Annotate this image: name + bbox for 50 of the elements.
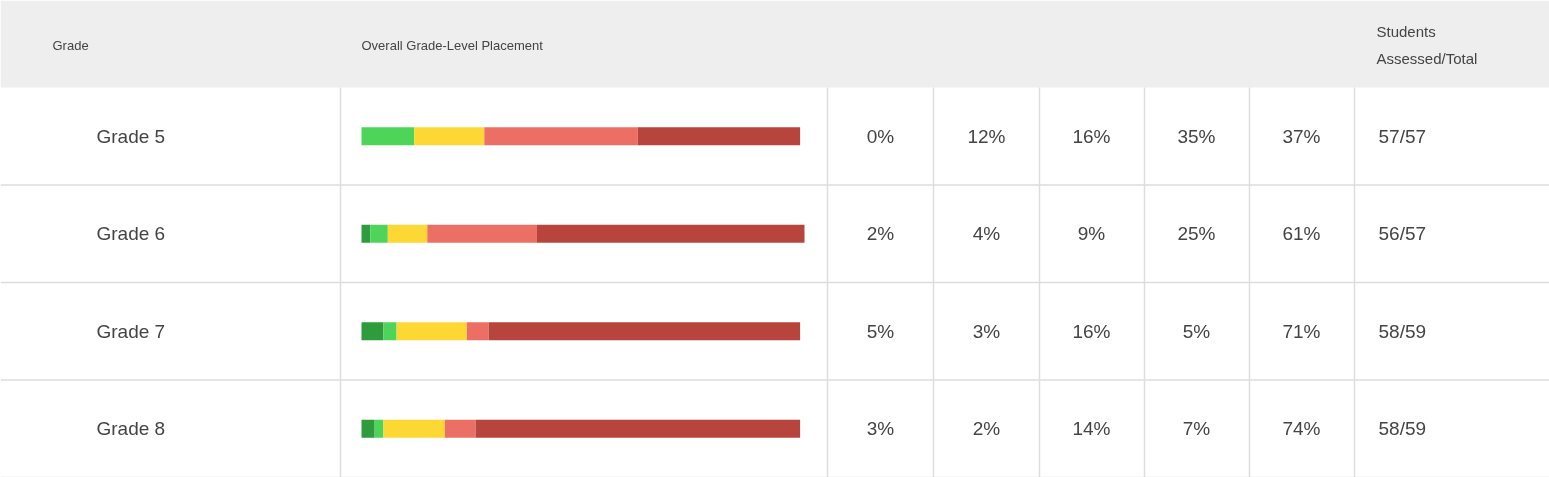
y-tick-label: Grade 8	[96, 418, 166, 440]
data-label: 0%	[866, 125, 895, 147]
data-label: 4%	[972, 223, 1001, 245]
bar	[374, 419, 384, 438]
bar	[466, 322, 489, 341]
data-label: 16%	[1072, 125, 1111, 147]
data-label: 25%	[1177, 223, 1216, 245]
y-axis-title: Grade	[52, 38, 89, 53]
y-tick-label: Grade 7	[96, 320, 166, 342]
bar	[484, 127, 638, 146]
text: 58/59	[1378, 320, 1427, 342]
y-tick-label: Grade 6	[96, 223, 166, 245]
data-label: 74%	[1282, 418, 1321, 440]
bar	[361, 322, 384, 341]
bar	[427, 224, 537, 243]
data-label: 9%	[1077, 223, 1106, 245]
bar	[361, 419, 375, 438]
bar	[488, 322, 801, 341]
data-label: 37%	[1282, 125, 1321, 147]
data-label: 3%	[972, 320, 1001, 342]
text: Students Assessed/Total	[1376, 23, 1478, 67]
bar	[637, 127, 801, 146]
text: 57/57	[1378, 125, 1427, 147]
bar	[383, 419, 445, 438]
bar	[361, 127, 415, 146]
bar	[396, 322, 467, 341]
data-label: 61%	[1282, 223, 1321, 245]
data-label: 12%	[967, 125, 1006, 147]
data-label: 2%	[972, 418, 1001, 440]
x-axis-title: Overall Grade-Level Placement	[361, 38, 544, 53]
data-label: 71%	[1282, 320, 1321, 342]
data-label: 14%	[1072, 418, 1111, 440]
bar	[444, 419, 476, 438]
data-label: 2%	[866, 223, 895, 245]
data-label: 3%	[866, 418, 895, 440]
data-label: 35%	[1177, 125, 1216, 147]
bar	[475, 419, 801, 438]
bar	[414, 127, 485, 146]
bar	[370, 224, 388, 243]
data-label: 16%	[1072, 320, 1111, 342]
text: 56/57	[1378, 223, 1427, 245]
data-label: 7%	[1182, 418, 1211, 440]
bar	[387, 224, 428, 243]
bar	[383, 322, 397, 341]
bar	[536, 224, 805, 243]
bar	[361, 224, 371, 243]
data-label: 5%	[1182, 320, 1211, 342]
data-label: 5%	[866, 320, 895, 342]
text: 58/59	[1378, 418, 1427, 440]
y-tick-label: Grade 5	[96, 125, 166, 147]
